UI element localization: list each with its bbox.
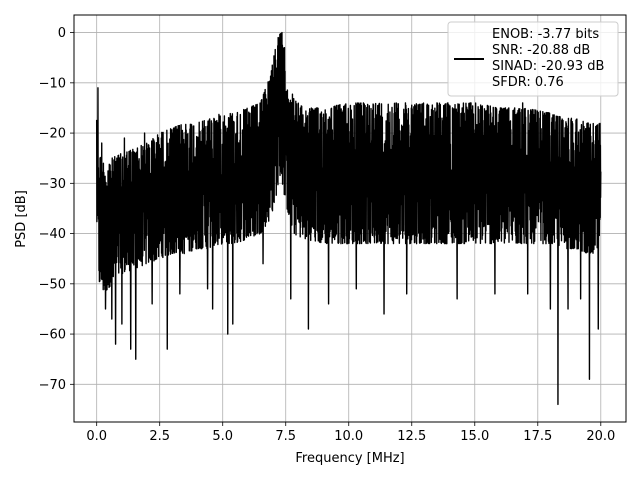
x-axis-label: Frequency [MHz] [295, 451, 404, 466]
y-tick-label: −50 [39, 277, 66, 292]
legend-line-sfdr: SFDR: 0.76 [492, 75, 564, 90]
x-tick-label: 15.0 [460, 429, 489, 444]
y-tick-label: −20 [39, 127, 66, 142]
x-tick-label: 0.0 [86, 429, 107, 444]
series-psd-line [95, 31, 602, 406]
y-tick-label: 0 [58, 26, 66, 41]
y-tick-label: −10 [39, 76, 66, 91]
x-tick-label: 2.5 [149, 429, 170, 444]
x-tick-label: 7.5 [275, 429, 296, 444]
legend: ENOB: -3.77 bits SNR: -20.88 dB SINAD: -… [447, 21, 619, 97]
x-tick-label: 20.0 [586, 429, 615, 444]
legend-line-snr: SNR: -20.88 dB [492, 43, 590, 58]
x-tick-label: 12.5 [397, 429, 426, 444]
legend-line-sinad: SINAD: -20.93 dB [492, 59, 604, 74]
y-axis-ticks: 0 −10 −20 −30 −40 −50 −60 −70 [39, 26, 74, 393]
legend-box [447, 21, 619, 97]
y-axis-label: PSD [dB] [14, 190, 29, 248]
y-tick-label: −30 [39, 177, 66, 192]
y-tick-label: −60 [39, 328, 66, 343]
plot-frame [73, 14, 627, 423]
series-psd [95, 31, 602, 406]
x-tick-label: 5.0 [212, 429, 233, 444]
legend-line-enob: ENOB: -3.77 bits [492, 27, 599, 42]
x-axis-ticks: 0.0 2.5 5.0 7.5 10.0 12.5 15.0 17.5 20.0 [86, 422, 615, 444]
x-tick-label: 17.5 [523, 429, 552, 444]
y-tick-label: −40 [39, 227, 66, 242]
x-tick-label: 10.0 [334, 429, 363, 444]
y-tick-label: −70 [39, 378, 66, 393]
